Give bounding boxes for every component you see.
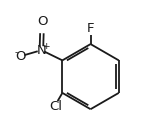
Text: -: - xyxy=(14,48,18,57)
Text: O: O xyxy=(15,50,26,63)
Text: +: + xyxy=(42,42,49,51)
Text: F: F xyxy=(87,22,94,35)
Text: N: N xyxy=(36,44,46,57)
Text: O: O xyxy=(37,15,47,28)
Text: Cl: Cl xyxy=(49,100,62,113)
